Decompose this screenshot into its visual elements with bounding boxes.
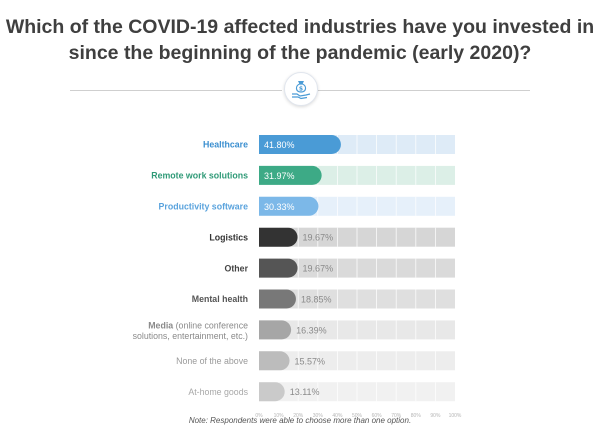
money-bag-icon: $ [284,72,318,106]
svg-text:$: $ [299,86,303,93]
chart-title: Which of the COVID-19 affected industrie… [5,16,595,64]
category-label: Logistics [209,232,248,242]
category-label: At-home goods [188,387,248,397]
x-tick-label: 100% [449,413,462,419]
bar [259,382,285,402]
x-tick-label: 40% [332,413,343,419]
footnote: Note: Respondents were able to choose mo… [188,416,412,425]
x-tick-label: 90% [430,413,441,419]
category-label: Mental health [192,294,248,304]
x-tick-label: 80% [411,413,422,419]
bar [259,351,290,371]
bar [259,196,319,216]
bar [259,227,298,247]
bar [259,135,341,154]
x-tick-label: 20% [293,413,304,419]
category-label: Other [225,263,249,273]
category-label: Productivity software [159,202,249,212]
bar-value-label: 13.11% [290,387,320,397]
bar [259,165,322,185]
x-tick-label: 50% [352,413,363,419]
bar-value-label: 41.80% [264,140,295,150]
category-sublabel: solutions, entertainment, etc.) [133,331,248,341]
x-tick-label: 0% [255,413,263,419]
category-label: Media (online conference [148,320,248,330]
bar [259,320,292,340]
x-tick-label: 60% [372,413,383,419]
bar-value-label: 30.33% [264,202,295,212]
title-divider-left [70,90,282,91]
bar-value-label: 15.57% [295,356,326,366]
bar-value-label: 31.97% [264,171,295,181]
bar-value-label: 16.39% [296,325,327,335]
category-label: Remote work solutions [151,171,248,181]
x-tick-label: 70% [391,413,402,419]
title-divider-right [318,90,530,91]
x-tick-label: 30% [313,413,324,419]
bar-value-label: 18.85% [301,295,332,305]
bar-value-label: 19.67% [303,233,334,243]
bar [259,258,298,278]
bar-value-label: 19.67% [303,264,334,274]
bar [259,289,296,309]
x-tick-label: 10% [274,413,285,419]
category-label: None of the above [176,356,248,366]
category-label: Healthcare [203,140,248,150]
